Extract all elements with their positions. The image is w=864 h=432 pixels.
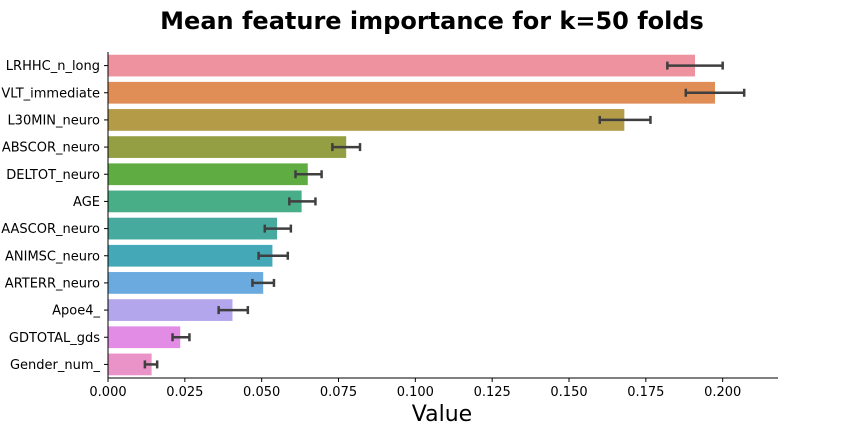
y-tick-label: GDTOTAL_gds (9, 331, 100, 346)
y-tick-label: VLT_immediate (1, 86, 100, 101)
bar-LRHHC_n_long (108, 54, 696, 77)
x-tick-label: 0.050 (243, 385, 280, 400)
y-tick-label: AGE (73, 195, 100, 210)
error-bars-group (143, 61, 746, 369)
y-tick-label: Gender_num_ (10, 358, 101, 373)
bar-L30MIN_neuro (108, 109, 625, 131)
bar-DELTOT_neuro (108, 163, 308, 186)
y-tick-label: ARTERR_neuro (5, 276, 100, 291)
y-axis-ticks: LRHHC_n_long VLT_immediate L30MIN_neuro ABS… (1, 59, 108, 373)
bar-Gender_num_ (108, 353, 152, 376)
x-tick-label: 0.025 (166, 385, 203, 400)
x-tick-label: 0.150 (550, 385, 587, 400)
y-tick-label: L30MIN_neuro (7, 113, 100, 128)
bar-ARTERR_neuro (108, 272, 264, 294)
bar-GDTOTAL_gds (108, 326, 181, 349)
y-tick-label: AASCOR_neuro (1, 222, 100, 237)
y-tick-label: LRHHC_n_long (6, 59, 100, 74)
x-tick-label: 0.075 (320, 385, 357, 400)
x-tick-label: 0.100 (397, 385, 434, 400)
bar-ANIMSC_neuro (108, 244, 273, 267)
y-tick-label: DELTOT_neuro (6, 168, 100, 183)
bars-group (108, 54, 715, 376)
y-tick-label: ABSCOR_neuro (2, 141, 100, 156)
bar-AASCOR_neuro (108, 217, 278, 240)
x-tick-label: 0.000 (89, 385, 126, 400)
x-tick-label: 0.175 (627, 385, 664, 400)
y-tick-label: Apoe4_ (52, 304, 100, 319)
chart-title: Mean feature importance for k=50 folds (160, 7, 704, 35)
x-axis-label: Value (412, 402, 472, 427)
bar-AGE (108, 190, 302, 213)
y-tick-label: ANIMSC_neuro (5, 249, 100, 264)
x-axis-ticks: 0.000 0.025 0.050 0.075 0.100 0.125 0.150 0.175… (89, 378, 741, 400)
x-tick-label: 0.200 (704, 385, 741, 400)
bar-VLT_immediate (108, 81, 715, 104)
bar-Apoe4_ (108, 299, 233, 321)
x-tick-label: 0.125 (474, 385, 511, 400)
bar-ABSCOR_neuro (108, 136, 347, 158)
